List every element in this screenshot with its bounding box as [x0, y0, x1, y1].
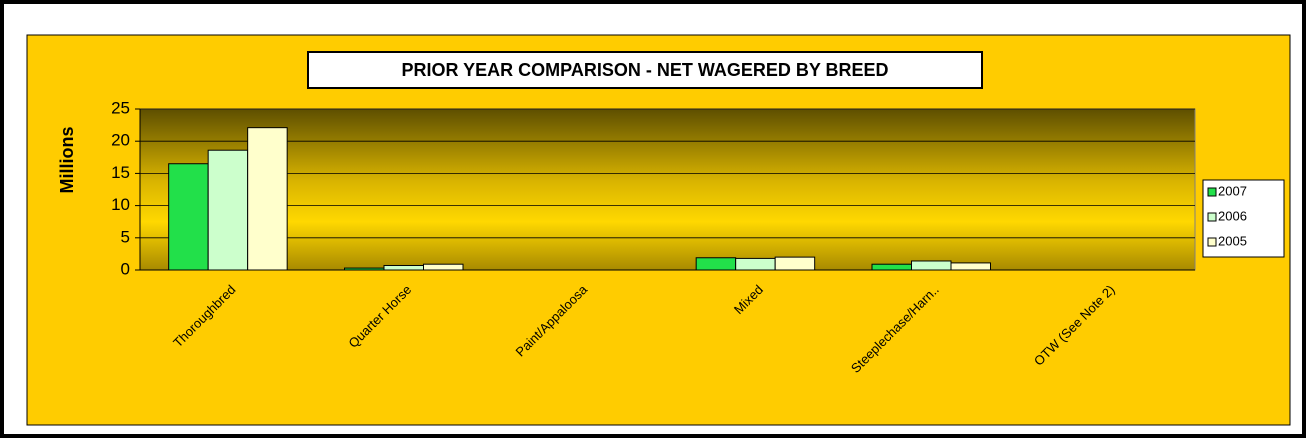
- legend-label: 2006: [1218, 208, 1247, 223]
- bar: [735, 257, 776, 271]
- title-box: [307, 51, 983, 89]
- bar: [950, 262, 991, 271]
- y-tick-label: 25: [111, 98, 130, 117]
- y-axis-label: Millions: [57, 127, 77, 194]
- chart-title: PRIOR YEAR COMPARISON - NET WAGERED BY B…: [401, 60, 888, 80]
- legend-swatch: [1207, 187, 1217, 197]
- bar: [247, 127, 288, 271]
- bar: [695, 257, 737, 271]
- plot-area: [139, 108, 1196, 271]
- legend-label: 2007: [1218, 183, 1247, 198]
- y-tick-label: 20: [111, 131, 130, 150]
- bar: [168, 163, 209, 271]
- legend-swatch: [1207, 237, 1217, 247]
- y-tick-label: 0: [121, 259, 130, 278]
- bar: [911, 260, 952, 271]
- y-tick-label: 15: [111, 163, 130, 182]
- bar: [871, 263, 912, 271]
- legend-swatch: [1207, 212, 1217, 222]
- y-tick-label: 5: [121, 227, 130, 246]
- bar: [383, 264, 424, 271]
- y-tick-label: 10: [111, 195, 130, 214]
- bar: [774, 256, 816, 271]
- bar: [207, 149, 249, 271]
- legend-label: 2005: [1218, 233, 1247, 248]
- bar: [423, 263, 464, 271]
